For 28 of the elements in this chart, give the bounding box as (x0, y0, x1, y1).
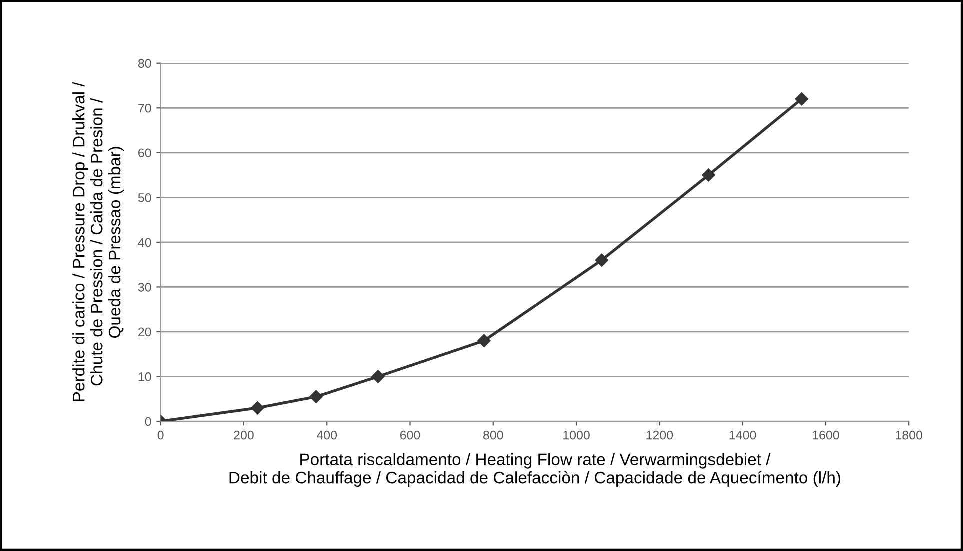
y-axis-title: Perdite di carico / Pressure Drop / Drukval / Chute de Pression / Caida de Presion / Queda de Pressao (mbar) (72, 82, 124, 402)
x-tick-label: 0 (158, 430, 164, 440)
x-tick-label: 1400 (730, 430, 756, 440)
x-tick-label: 400 (316, 430, 338, 440)
x-tick-label: 1600 (812, 430, 840, 440)
y-tick-label: 70 (138, 104, 152, 113)
x-tick-label: 1000 (564, 430, 590, 440)
point (251, 401, 264, 415)
y-tick-label: 10 (138, 372, 152, 382)
y-tick-label: 20 (138, 328, 152, 337)
point (702, 168, 716, 182)
x-tick-label: 600 (400, 430, 420, 440)
y-tick-label: 60 (138, 148, 152, 158)
point (795, 92, 808, 106)
point (372, 370, 385, 384)
point (595, 254, 608, 267)
y-tick-label: 0 (145, 417, 152, 426)
x-tick-label: 800 (483, 430, 504, 440)
y-tick-label: 50 (138, 193, 152, 202)
x-tick-label: 1200 (646, 430, 674, 440)
x-tick-label: 200 (234, 430, 254, 440)
point (478, 334, 491, 348)
x-axis-title: Portata riscaldamento / Heating Flow rate / Verwarmingsdebiet / Debit de Chauffage / Capacidad de Calefacciòn / Capacidade de Aquecímento (l/h) (230, 453, 840, 488)
y-tick-label: 40 (138, 238, 152, 248)
x-tick-label: 1800 (896, 430, 922, 440)
y-tick-label: 80 (138, 59, 152, 68)
y-tick-label: 30 (138, 283, 152, 292)
point (310, 390, 323, 404)
